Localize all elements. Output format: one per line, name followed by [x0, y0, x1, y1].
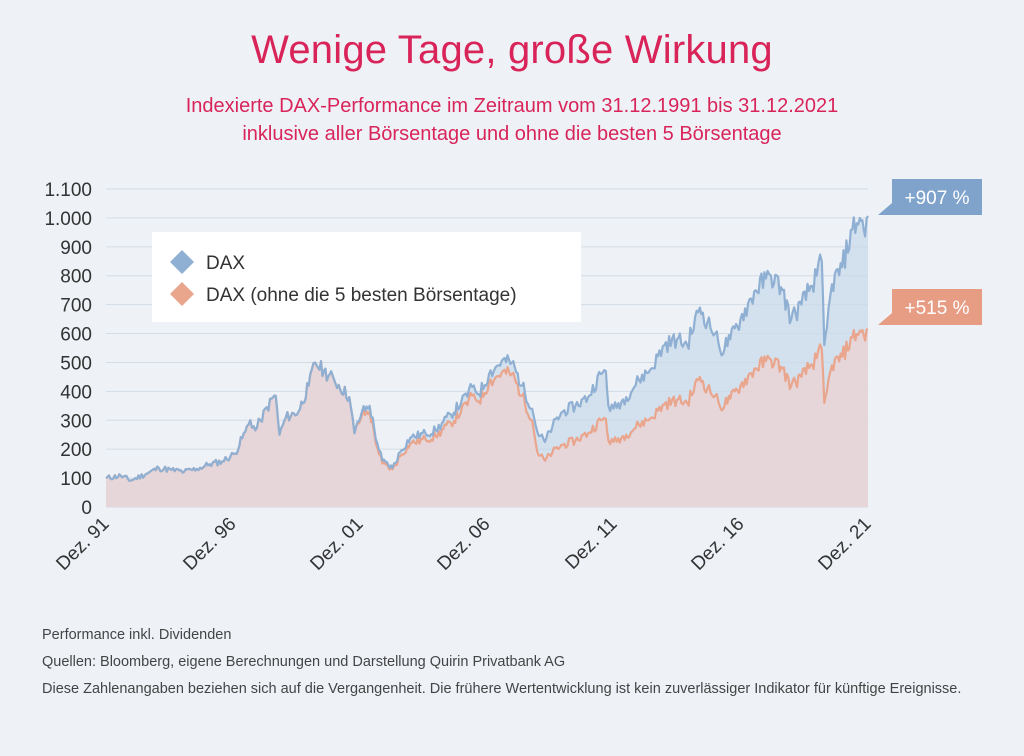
- end-label-box: [892, 289, 982, 325]
- x-tick-label: Dez. 11: [561, 514, 621, 574]
- legend-label: DAX: [206, 253, 245, 274]
- series-area: [106, 329, 868, 507]
- y-tick-label: 800: [60, 267, 92, 288]
- y-tick-label: 700: [60, 296, 92, 317]
- y-tick-label: 500: [60, 353, 92, 374]
- end-label-text: +907 %: [905, 188, 970, 209]
- series-fills: [106, 215, 868, 507]
- end-label-box: [892, 179, 982, 215]
- footer-note: Performance inkl. Dividenden: [42, 627, 232, 643]
- y-axis: 0 100 200 300 400 500 600 700 800 900 1.000 1.100: [44, 180, 92, 519]
- footer-disclaimer: Diese Zahlenangaben beziehen sich auf di…: [42, 681, 962, 697]
- y-tick-label: 1.000: [44, 209, 92, 230]
- footer-sources: Quellen: Bloomberg, eigene Berechnungen …: [42, 654, 566, 670]
- series-lines: [105, 215, 869, 482]
- end-label-text: +515 %: [905, 298, 970, 319]
- x-tick-label: Dez. 06: [433, 514, 494, 575]
- x-tick-label: Dez. 91: [52, 514, 113, 575]
- legend-label: DAX (ohne die 5 besten Börsentage): [206, 285, 517, 306]
- y-tick-label: 900: [60, 238, 92, 259]
- subtitle-line-1: Indexierte DAX-Performance im Zeitraum v…: [185, 95, 839, 117]
- end-label-pointer: [878, 203, 892, 215]
- end-labels: +907 % +515 %: [878, 179, 982, 325]
- x-tick-label: Dez. 96: [179, 514, 240, 575]
- legend-marker: [170, 282, 194, 306]
- legend: DAX DAX (ohne die 5 besten Börsentage): [152, 232, 581, 322]
- y-tick-label: 1.100: [44, 180, 92, 201]
- line-chart: 0 100 200 300 400 500 600 700 800 900 1.000 1.100 D…: [44, 179, 982, 575]
- series-line: [105, 215, 869, 482]
- y-tick-label: 200: [60, 440, 92, 461]
- y-tick-label: 400: [60, 382, 92, 403]
- y-tick-label: 600: [60, 325, 92, 346]
- x-axis: Dez. 91 Dez. 96 Dez. 01 Dez. 06 Dez. 11 Dez. …: [52, 514, 875, 575]
- chart-title: Wenige Tage, große Wirkung: [251, 28, 773, 72]
- y-tick-label: 300: [60, 411, 92, 432]
- subtitle-line-2: inklusive aller Börsentage und ohne die …: [242, 123, 782, 145]
- y-tick-label: 100: [60, 469, 92, 490]
- x-tick-label: Dez. 21: [814, 514, 875, 575]
- x-tick-label: Dez. 01: [306, 514, 367, 575]
- end-label-pointer: [878, 313, 892, 325]
- x-tick-label: Dez. 16: [687, 514, 748, 575]
- y-tick-label: 0: [81, 498, 92, 519]
- legend-box: [152, 232, 581, 322]
- legend-marker: [170, 250, 194, 274]
- chart-subtitle: Indexierte DAX-Performance im Zeitraum v…: [0, 92, 1024, 148]
